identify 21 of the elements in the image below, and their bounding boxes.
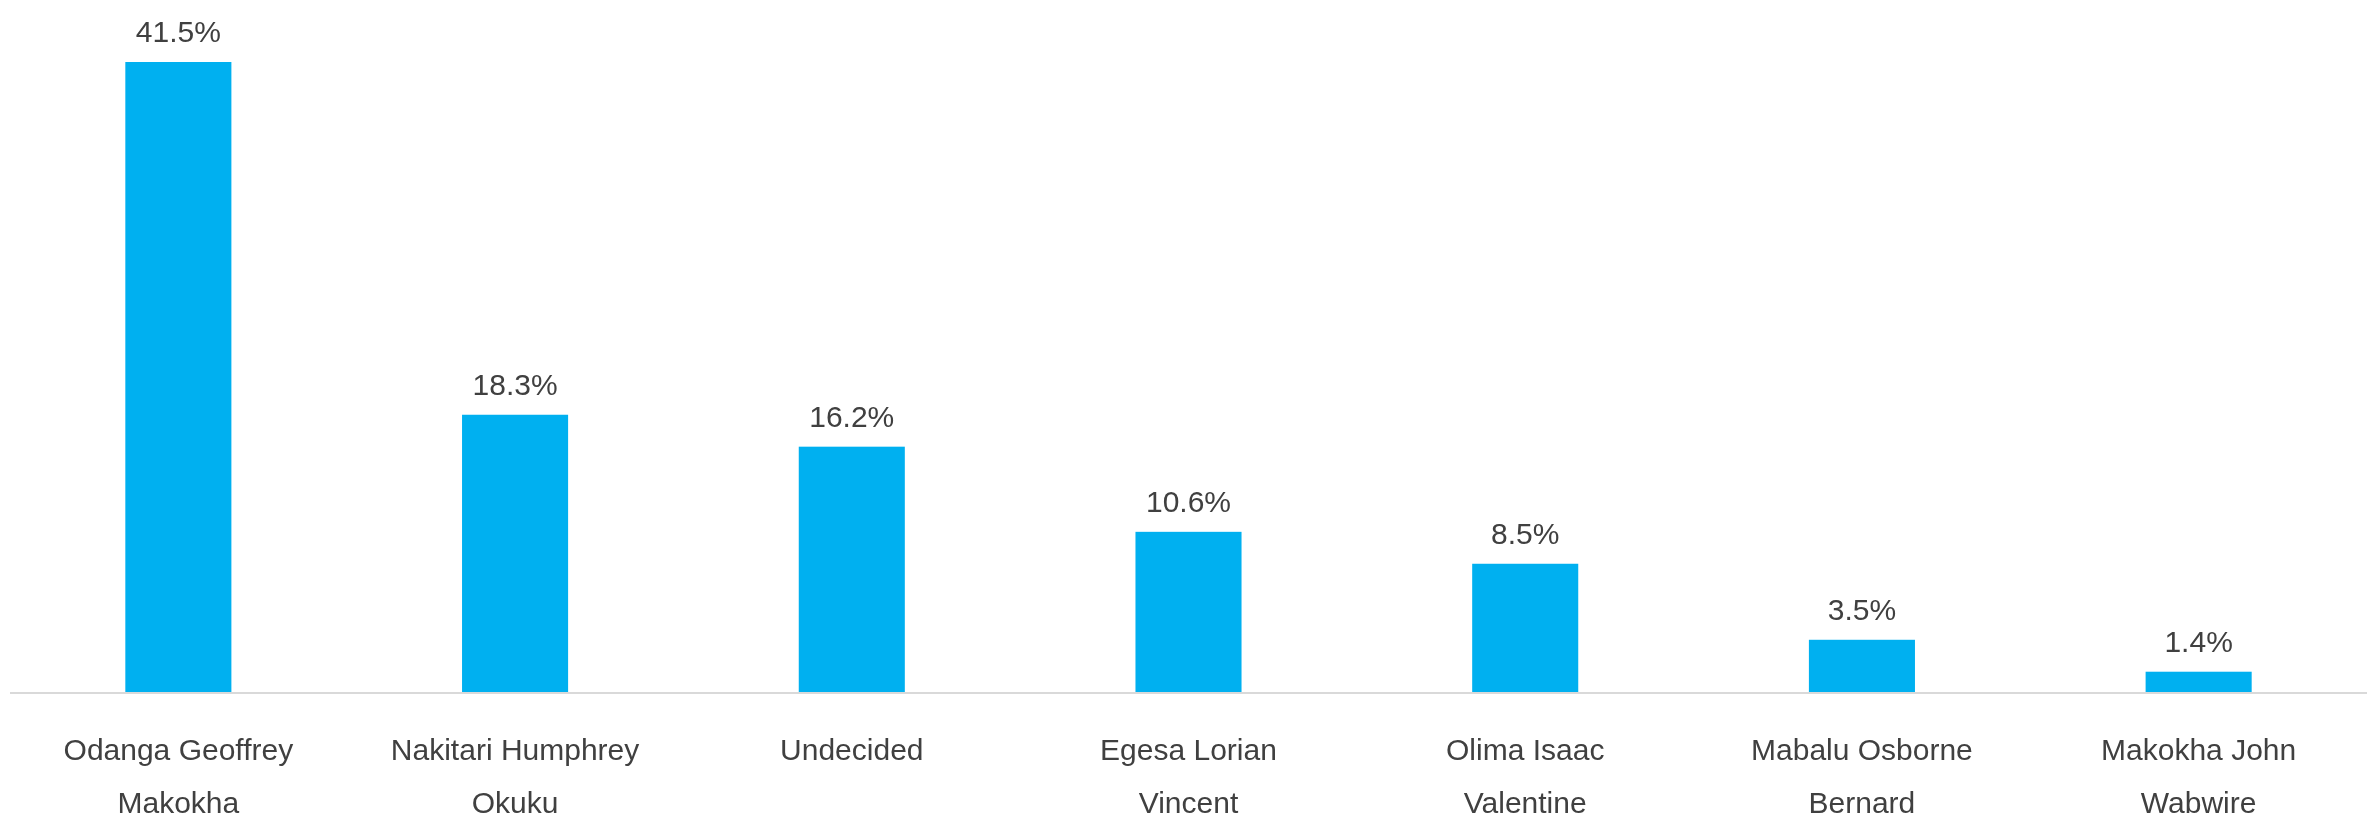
data-label: 3.5%	[1827, 592, 1897, 626]
x-tick-label: Undecided	[780, 733, 924, 766]
bar	[798, 446, 905, 693]
data-label: 16.2%	[809, 399, 895, 433]
data-label: 41.5%	[135, 15, 221, 48]
bar	[1472, 563, 1579, 693]
bar	[1808, 639, 1915, 693]
bar	[1135, 531, 1242, 693]
x-tick-label: Olima Isaac Valentine	[1446, 733, 1605, 818]
data-label: 18.3%	[472, 367, 558, 401]
x-tick-label: Egesa Lorian Vincent	[1100, 733, 1277, 818]
bar	[462, 414, 569, 693]
data-label: 8.5%	[1491, 516, 1560, 550]
x-tick-label: Odanga Geoffrey Makokha	[63, 733, 294, 818]
bar	[125, 62, 232, 693]
x-tick-label: Mabalu Osborne Bernard	[1751, 733, 1973, 818]
x-tick-label: Nakitari Humphrey Okuku	[390, 733, 640, 818]
data-label: 1.4%	[2164, 624, 2233, 658]
data-label: 10.6%	[1145, 484, 1232, 518]
bar	[2145, 671, 2252, 693]
x-tick-label: Makokha John Wabwire	[2101, 733, 2297, 818]
